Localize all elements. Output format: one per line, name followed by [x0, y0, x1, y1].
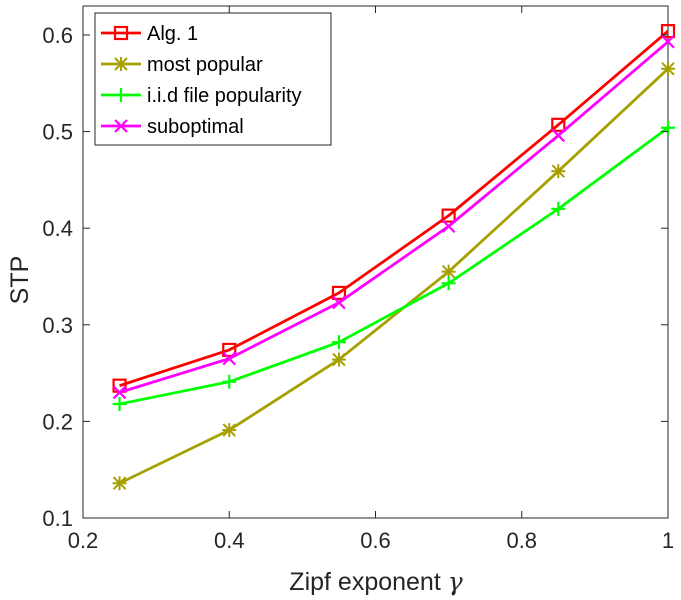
marker-cross-b: [332, 295, 346, 310]
data-point-marker: [222, 351, 237, 366]
marker-cross-b: [114, 119, 128, 133]
marker-cross-b: [441, 219, 456, 234]
data-point-marker: [222, 423, 237, 438]
legend-label: Alg. 1: [147, 23, 198, 45]
x-tick-label: 0.8: [506, 528, 537, 553]
marker-ast-b: [332, 352, 346, 367]
marker-square: [222, 342, 237, 358]
data-point-marker: [661, 61, 675, 76]
data-point-marker: [112, 385, 127, 400]
y-tick-label: 0.1: [42, 506, 73, 531]
marker-ast-b: [222, 423, 236, 437]
marker-square: [551, 117, 566, 132]
data-point-marker: [551, 128, 566, 143]
series-alg-1: [112, 24, 676, 393]
series-i-i-d-file-popularity: [112, 120, 675, 412]
legend-item: suboptimal: [101, 116, 244, 138]
x-tick-label: 0.6: [360, 528, 391, 553]
series-line: [119, 40, 669, 394]
y-axis-label: STP: [6, 256, 34, 305]
legend: Alg. 1 most popular i.i.d file popularity s…: [94, 12, 332, 146]
y-tick-label: 0.6: [42, 23, 73, 48]
legend-label: suboptimal: [147, 116, 244, 138]
y-tick-label: 0.3: [42, 313, 73, 338]
legend-label: i.i.d file popularity: [147, 85, 302, 107]
marker-ast-b: [551, 164, 566, 178]
series-most-popular: [112, 61, 675, 491]
data-point-marker: [661, 34, 675, 49]
data-point-marker: [660, 24, 676, 39]
data-point-marker: [222, 374, 237, 389]
data-point-marker: [114, 88, 128, 102]
series-line: [118, 67, 669, 485]
data-point-marker: [113, 25, 129, 41]
marker-cross-b: [112, 385, 127, 400]
legend-item: i.i.d file popularity: [101, 85, 302, 107]
data-point-marker: [551, 164, 566, 179]
data-point-marker: [551, 117, 566, 132]
legend-label: most popular: [147, 54, 263, 76]
x-tick-label: 1: [662, 528, 674, 553]
data-point-marker: [441, 219, 456, 234]
x-axis-label-text: Zipf exponent: [289, 568, 441, 596]
marker-square: [660, 24, 676, 39]
y-tick-label: 0.2: [42, 409, 73, 434]
data-point-marker: [112, 397, 127, 412]
marker-cross-b: [222, 351, 237, 366]
ticks-layer: 0.2 0.4 0.6 0.8 10.10.20.30.40.50.6: [42, 6, 674, 553]
x-axis-label: Zipf exponent γ: [289, 567, 462, 596]
marker-square: [441, 208, 456, 223]
data-point-marker: [114, 119, 128, 133]
x-axis-label-symbol: γ: [448, 567, 463, 596]
data-point-marker: [114, 57, 128, 71]
marker-square: [113, 25, 129, 41]
legend-item: Alg. 1: [101, 23, 198, 45]
data-point-marker: [441, 208, 456, 223]
data-point-marker: [331, 285, 347, 301]
data-point-marker: [551, 201, 566, 216]
data-point-marker: [331, 335, 346, 350]
y-tick-label: 0.5: [42, 120, 73, 145]
data-point-marker: [331, 352, 346, 367]
data-point-marker: [222, 342, 237, 358]
legend-box: [94, 12, 332, 146]
marker-cross-b: [551, 128, 566, 143]
series-layer: [112, 24, 676, 491]
data-point-marker: [441, 276, 456, 291]
data-point-marker: [661, 120, 675, 135]
x-tick-label: 0.2: [68, 528, 99, 553]
legend-item: most popular: [101, 54, 263, 76]
data-point-marker: [112, 476, 127, 491]
series-suboptimal: [112, 34, 675, 400]
marker-ast-b: [441, 264, 456, 279]
marker-ast-b: [112, 476, 127, 490]
marker-ast-b: [661, 62, 675, 76]
marker-cross-b: [661, 34, 675, 49]
data-point-marker: [332, 295, 346, 310]
y-tick-label: 0.4: [42, 216, 73, 241]
marker-ast-b: [114, 57, 128, 71]
x-tick-label: 0.4: [214, 528, 245, 553]
marker-square: [331, 285, 347, 301]
series-line: [119, 126, 669, 406]
series-line: [119, 30, 669, 387]
